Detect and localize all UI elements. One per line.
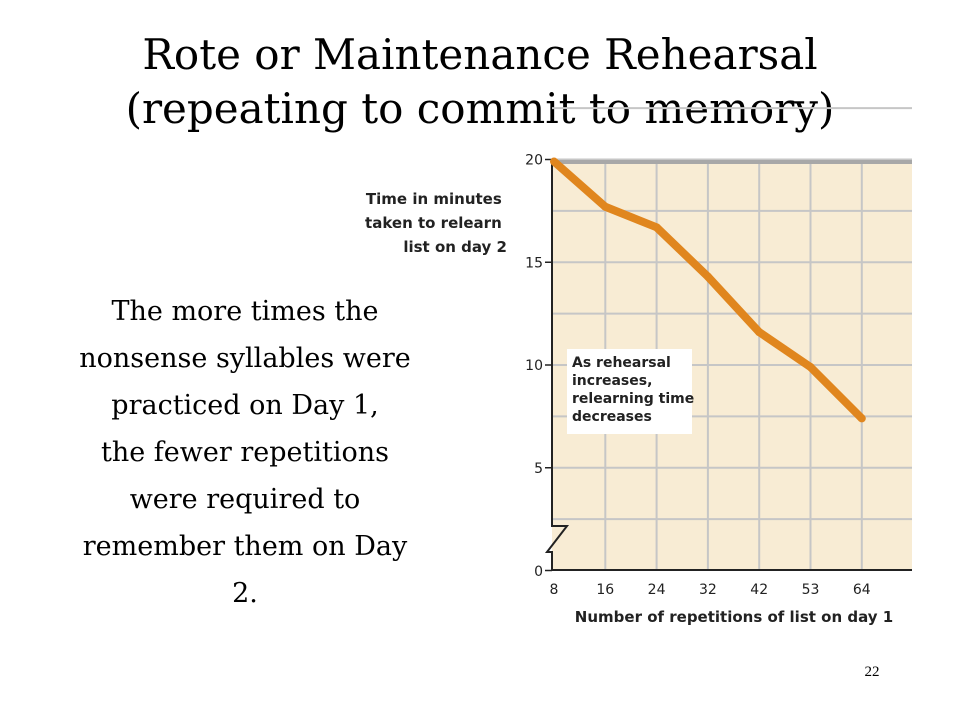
data-point [550, 157, 558, 166]
annotation-background [567, 349, 692, 434]
body-line: were required to [129, 484, 361, 515]
body-line: the fewer repetitions [101, 437, 389, 468]
body-line: practiced on Day 1, [111, 390, 379, 421]
annotation-line: As rehearsal [572, 355, 671, 371]
y-tick-label: 15 [525, 255, 543, 271]
chart-top-border [552, 160, 912, 164]
body-line: The more times the [111, 296, 379, 327]
data-point [703, 272, 712, 281]
x-tick-label: 64 [853, 582, 871, 598]
data-point [755, 328, 764, 337]
data-point [601, 202, 610, 211]
x-tick-label: 32 [699, 582, 717, 598]
y-tick-label: 20 [525, 153, 543, 169]
y-tick-label: 0 [534, 564, 543, 580]
x-tick-label: 24 [648, 582, 666, 598]
data-point [857, 414, 866, 423]
data-point [806, 363, 815, 372]
title-line-1: Rote or Maintenance Rehearsal [142, 30, 818, 79]
x-tick-label: 8 [550, 582, 559, 598]
annotation-text: As rehearsal increases, relearning time … [572, 355, 699, 425]
data-points [550, 157, 866, 423]
annotation-box: As rehearsal increases, relearning time … [567, 349, 699, 434]
x-axis-label: Number of repetitions of list on day 1 [575, 608, 893, 626]
y-axis-label-line: Time in minutes [366, 190, 502, 208]
data-point [652, 223, 661, 232]
y-tick-label: 5 [534, 461, 543, 477]
annotation-line: relearning time [572, 391, 694, 407]
x-tick-label: 53 [802, 582, 820, 598]
y-axis-label-line: list on day 2 [403, 238, 507, 256]
y-axis-label-line: taken to relearn [365, 214, 502, 232]
x-tick-label: 16 [596, 582, 614, 598]
y-tick-label: 10 [525, 358, 543, 374]
y-axis-with-break [544, 162, 570, 570]
annotation-line: increases, [572, 373, 652, 389]
page-number: 22 [864, 664, 880, 680]
body-text: The more times the nonsense syllables we… [40, 288, 450, 617]
axes [544, 162, 912, 571]
y-axis-label: Time in minutes taken to relearn list on… [365, 190, 507, 256]
x-tick-labels: 8 16 24 32 42 53 64 [550, 582, 871, 598]
annotation-line: decreases [572, 409, 652, 425]
body-line: remember them on Day [82, 531, 408, 562]
x-tick-label: 42 [750, 582, 768, 598]
y-tick-labels: 0 5 10 15 20 [525, 153, 552, 580]
body-line: nonsense syllables were [79, 343, 411, 374]
body-line: 2. [232, 578, 258, 609]
